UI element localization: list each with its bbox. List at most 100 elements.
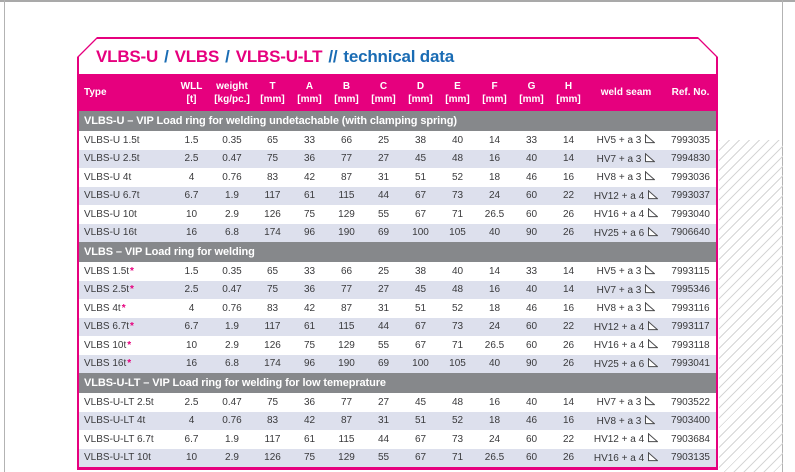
ref-no-cell: 7903522 <box>665 393 716 412</box>
value-cell: 14 <box>550 262 587 281</box>
value-cell: 100 <box>402 355 439 374</box>
value-cell: 75 <box>254 393 291 412</box>
type-cell: VLBS 10t* <box>79 336 173 355</box>
value-cell: 31 <box>365 299 402 318</box>
value-cell: 22 <box>550 187 587 206</box>
type-cell: VLBS 1.5t* <box>79 262 173 281</box>
value-cell: 115 <box>328 187 365 206</box>
value-cell: 6.8 <box>210 355 254 374</box>
footnote-asterisk: * <box>121 302 126 314</box>
value-cell: 10 <box>173 449 210 468</box>
value-cell: 26.5 <box>476 449 513 468</box>
value-cell: 38 <box>402 131 439 150</box>
type-cell: VLBS-U 16t <box>79 224 173 243</box>
value-cell: 1.5 <box>173 262 210 281</box>
weld-seam-cell: HV5 + a 3 <box>587 131 665 150</box>
ref-no-cell: 7903400 <box>665 412 716 431</box>
value-cell: 24 <box>476 430 513 449</box>
table-row: VLBS 1.5t* 1.5 0.35 65 33 66 25 38 40 14 33 14 HV5 +… <box>79 262 716 281</box>
value-cell: 0.76 <box>210 168 254 187</box>
value-cell: 40 <box>439 131 476 150</box>
value-cell: 10 <box>173 336 210 355</box>
title-product-vlbs-u-lt: VLBS-U-LT <box>235 46 323 66</box>
ref-no-cell: 7993115 <box>665 262 716 281</box>
value-cell: 117 <box>254 318 291 337</box>
value-cell: 1.9 <box>210 430 254 449</box>
value-cell: 14 <box>550 393 587 412</box>
table-row: VLBS-U 2.5t 2.5 0.47 75 36 77 27 45 48 16 40 14 HV7 … <box>79 150 716 169</box>
column-header-b: B [mm] <box>328 74 365 111</box>
ref-no-cell: 7993037 <box>665 187 716 206</box>
value-cell: 33 <box>291 131 328 150</box>
section-title: VLBS – VIP Load ring for welding <box>79 242 716 262</box>
fillet-weld-triangle-icon <box>647 358 658 368</box>
ref-no-cell: 7993041 <box>665 355 716 374</box>
weld-seam-cell: HV8 + a 3 <box>587 412 665 431</box>
value-cell: 83 <box>254 168 291 187</box>
value-cell: 2.5 <box>173 150 210 169</box>
section-header-row: VLBS-U – VIP Load ring for welding undet… <box>79 111 716 131</box>
fillet-weld-triangle-icon <box>647 433 658 443</box>
value-cell: 65 <box>254 262 291 281</box>
value-cell: 71 <box>439 449 476 468</box>
weld-seam-cell: HV5 + a 3 <box>587 262 665 281</box>
weld-seam-cell: HV12 + a 4 <box>587 430 665 449</box>
weld-seam-cell: HV7 + a 3 <box>587 281 665 300</box>
diagonal-hatch-decoration <box>719 140 783 472</box>
value-cell: 40 <box>476 355 513 374</box>
value-cell: 2.5 <box>173 393 210 412</box>
value-cell: 40 <box>513 150 550 169</box>
ref-no-cell: 7903135 <box>665 449 716 468</box>
section-title: VLBS-U-LT – VIP Load ring for welding fo… <box>79 373 716 393</box>
value-cell: 174 <box>254 355 291 374</box>
ref-no-cell: 7993116 <box>665 299 716 318</box>
weld-seam-cell: HV25 + a 6 <box>587 355 665 374</box>
fillet-weld-triangle-icon <box>644 302 655 312</box>
value-cell: 67 <box>402 205 439 224</box>
value-cell: 25 <box>365 131 402 150</box>
value-cell: 44 <box>365 430 402 449</box>
weld-seam-cell: HV25 + a 6 <box>587 224 665 243</box>
value-cell: 48 <box>439 393 476 412</box>
value-cell: 14 <box>550 150 587 169</box>
type-cell: VLBS 4t* <box>79 299 173 318</box>
page-border-left <box>4 0 5 472</box>
value-cell: 42 <box>291 168 328 187</box>
table-row: VLBS 10t* 10 2.9 126 75 129 55 67 71 26.5 60 26 HV16… <box>79 336 716 355</box>
value-cell: 129 <box>328 336 365 355</box>
page-title: VLBS-U / VLBS / VLBS-U-LT // technical d… <box>79 39 716 74</box>
value-cell: 75 <box>254 281 291 300</box>
value-cell: 46 <box>513 168 550 187</box>
value-cell: 18 <box>476 299 513 318</box>
value-cell: 60 <box>513 187 550 206</box>
value-cell: 55 <box>365 449 402 468</box>
fillet-weld-triangle-icon <box>647 227 658 237</box>
value-cell: 40 <box>439 262 476 281</box>
value-cell: 26.5 <box>476 205 513 224</box>
value-cell: 2.9 <box>210 205 254 224</box>
table-row: VLBS-U 1.5t 1.5 0.35 65 33 66 25 38 40 14 33 14 HV5 … <box>79 131 716 150</box>
ref-no-cell: 7993040 <box>665 205 716 224</box>
table-row: VLBS-U 4t 4 0.76 83 42 87 31 51 52 18 46 16 HV8 + a … <box>79 168 716 187</box>
value-cell: 18 <box>476 412 513 431</box>
value-cell: 33 <box>513 131 550 150</box>
value-cell: 51 <box>402 412 439 431</box>
value-cell: 38 <box>402 262 439 281</box>
table-row: VLBS-U 16t 16 6.8 174 96 190 69 100 105 40 90 26 HV2… <box>79 224 716 243</box>
value-cell: 73 <box>439 187 476 206</box>
value-cell: 67 <box>402 336 439 355</box>
page-border-top <box>0 0 795 2</box>
ref-no-cell: 7995346 <box>665 281 716 300</box>
type-cell: VLBS-U-LT 4t <box>79 412 173 431</box>
value-cell: 6.7 <box>173 318 210 337</box>
value-cell: 45 <box>402 393 439 412</box>
value-cell: 2.9 <box>210 449 254 468</box>
value-cell: 16 <box>550 412 587 431</box>
table-row: VLBS-U-LT 4t 4 0.76 83 42 87 31 51 52 18 46 16 HV8 +… <box>79 412 716 431</box>
weld-seam-cell: HV12 + a 4 <box>587 187 665 206</box>
value-cell: 83 <box>254 299 291 318</box>
value-cell: 27 <box>365 150 402 169</box>
value-cell: 51 <box>402 299 439 318</box>
value-cell: 6.7 <box>173 430 210 449</box>
value-cell: 105 <box>439 224 476 243</box>
